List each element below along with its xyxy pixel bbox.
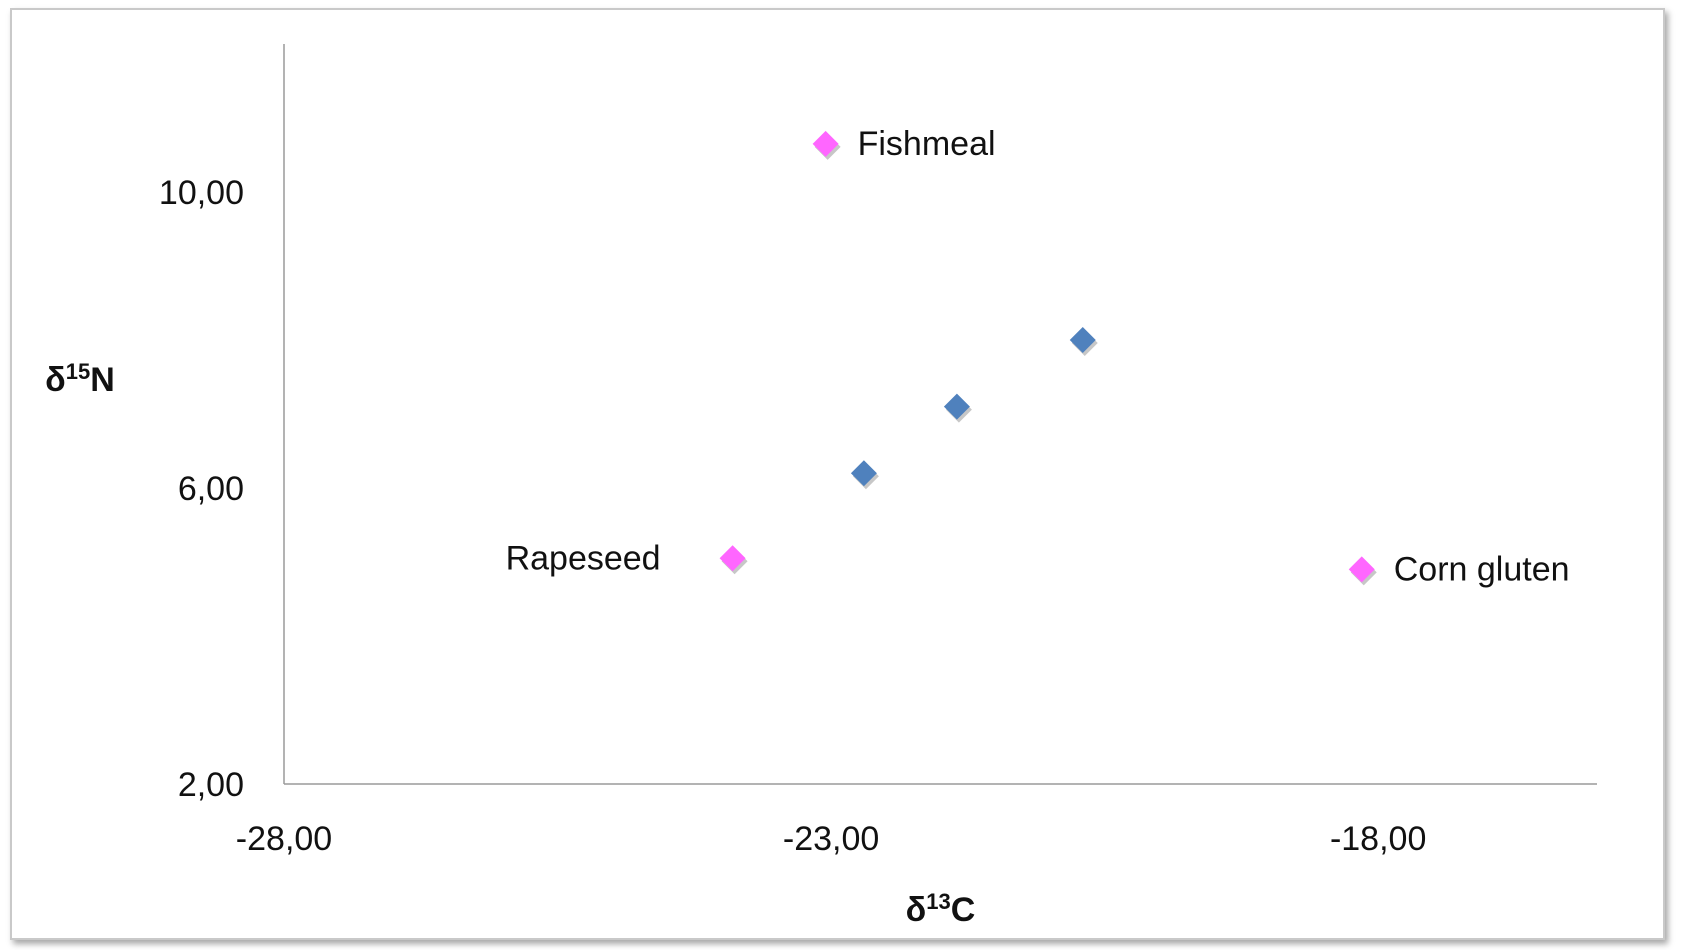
y-tick-labels: 2,00 6,00 10,00 <box>159 174 244 804</box>
x-axis-title-base: δ <box>906 891 927 929</box>
y-tick-label: 2,00 <box>178 766 244 804</box>
x-tick-label: -28,00 <box>236 820 332 858</box>
point-label: Fishmeal <box>858 125 996 163</box>
point-label: Rapeseed <box>506 539 661 577</box>
x-axis-title: δ13C <box>906 889 976 929</box>
data-point <box>850 460 877 487</box>
x-axis-title-superscript: 13 <box>926 889 950 914</box>
y-axis-title-superscript: 15 <box>66 359 90 384</box>
data-point-rapeseed <box>719 545 746 572</box>
data-point-fishmeal <box>812 130 839 157</box>
axes <box>283 44 1597 785</box>
data-point <box>1069 327 1096 353</box>
y-axis-title: δ15N <box>45 359 115 399</box>
x-tick-labels: -28,00 -23,00 -18,00 <box>236 820 1427 858</box>
y-axis-title-rest: N <box>90 361 115 399</box>
data-point-corn-gluten <box>1348 556 1375 583</box>
y-axis-title-base: δ <box>45 361 66 399</box>
y-tick-label: 10,00 <box>159 174 244 212</box>
x-tick-label: -23,00 <box>783 820 879 858</box>
data-points <box>719 130 1377 586</box>
point-labels: Rapeseed Fishmeal Corn gluten <box>506 125 1570 589</box>
y-tick-label: 6,00 <box>178 470 244 508</box>
x-tick-label: -18,00 <box>1330 820 1426 858</box>
point-label: Corn gluten <box>1394 550 1570 588</box>
data-point <box>943 393 970 420</box>
x-axis-title-rest: C <box>951 891 976 929</box>
